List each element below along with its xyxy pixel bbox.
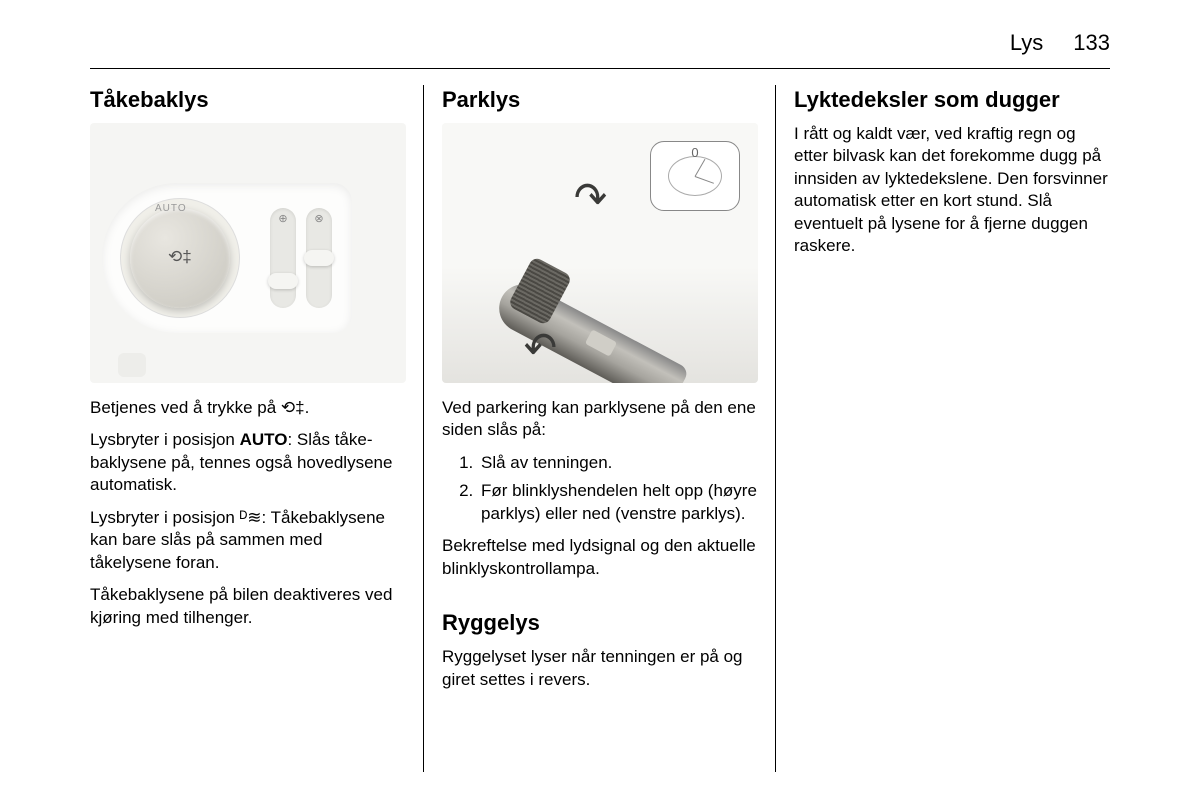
- page-number: 133: [1073, 30, 1110, 56]
- step-1: Slå av tenningen.: [478, 452, 758, 474]
- step-2: Før blinklyshendelen helt opp (høyre par…: [478, 480, 758, 525]
- park-steps: Slå av tenningen. Før blinklyshendelen h…: [442, 452, 758, 525]
- arrow-down-icon: ↶: [524, 323, 557, 374]
- column-2: Parklys 0 ↷ ↶ Ved parkering kan parklyse…: [424, 85, 776, 772]
- p-trailer: Tåkebaklysene på bilen deaktiveres ved k…: [90, 584, 406, 629]
- parking-light-icon: ᴰ≋: [240, 508, 262, 527]
- column-3: Lyktedeksler som dugger I rått og kaldt …: [776, 85, 1110, 772]
- chapter-title: Lys: [1010, 30, 1043, 56]
- arrow-up-icon: ↷: [574, 173, 607, 224]
- dial-auto-label: AUTO: [155, 203, 187, 214]
- fog-rear-icon: ⟲‡: [281, 398, 305, 417]
- header-divider: [90, 68, 1110, 69]
- page-header: Lys 133: [1010, 30, 1110, 56]
- dash-light-slider: ⊗: [306, 208, 332, 308]
- illustration-light-dial: AUTO ⟲‡ ⊕ ⊗: [90, 123, 406, 383]
- content-area: Tåkebaklys AUTO ⟲‡ ⊕ ⊗: [90, 85, 1110, 772]
- p-auto: Lysbryter i posisjon AUTO: Slås tåke­bak…: [90, 429, 406, 496]
- p-fog-pos: Lysbryter i posisjon ᴰ≋: Tåkebakly­sene …: [90, 507, 406, 574]
- ignition-zero-label: 0: [691, 145, 698, 160]
- heading-fog-rear: Tåkebaklys: [90, 87, 406, 113]
- ignition-inset: 0: [650, 141, 740, 211]
- column-1: Tåkebaklys AUTO ⟲‡ ⊕ ⊗: [90, 85, 424, 772]
- headlight-level-slider: ⊕: [270, 208, 296, 308]
- p-park-intro: Ved parkering kan parklysene på den ene …: [442, 397, 758, 442]
- heading-ryggelys: Ryggelys: [442, 610, 758, 636]
- p-confirm: Bekreftelse med lydsignal og den ak­tuel…: [442, 535, 758, 580]
- p-misting: I rått og kaldt vær, ved kraftig regn og…: [794, 123, 1110, 258]
- illustration-stalk: 0 ↷ ↶: [442, 123, 758, 383]
- heading-parklys: Parklys: [442, 87, 758, 113]
- fog-symbol-icon: ⟲‡: [168, 247, 192, 267]
- p-reverse: Ryggelyset lyser når tenningen er på og …: [442, 646, 758, 691]
- heading-misting: Lyktedeksler som dugger: [794, 87, 1110, 113]
- p-operate: Betjenes ved å trykke på ⟲‡.: [90, 397, 406, 419]
